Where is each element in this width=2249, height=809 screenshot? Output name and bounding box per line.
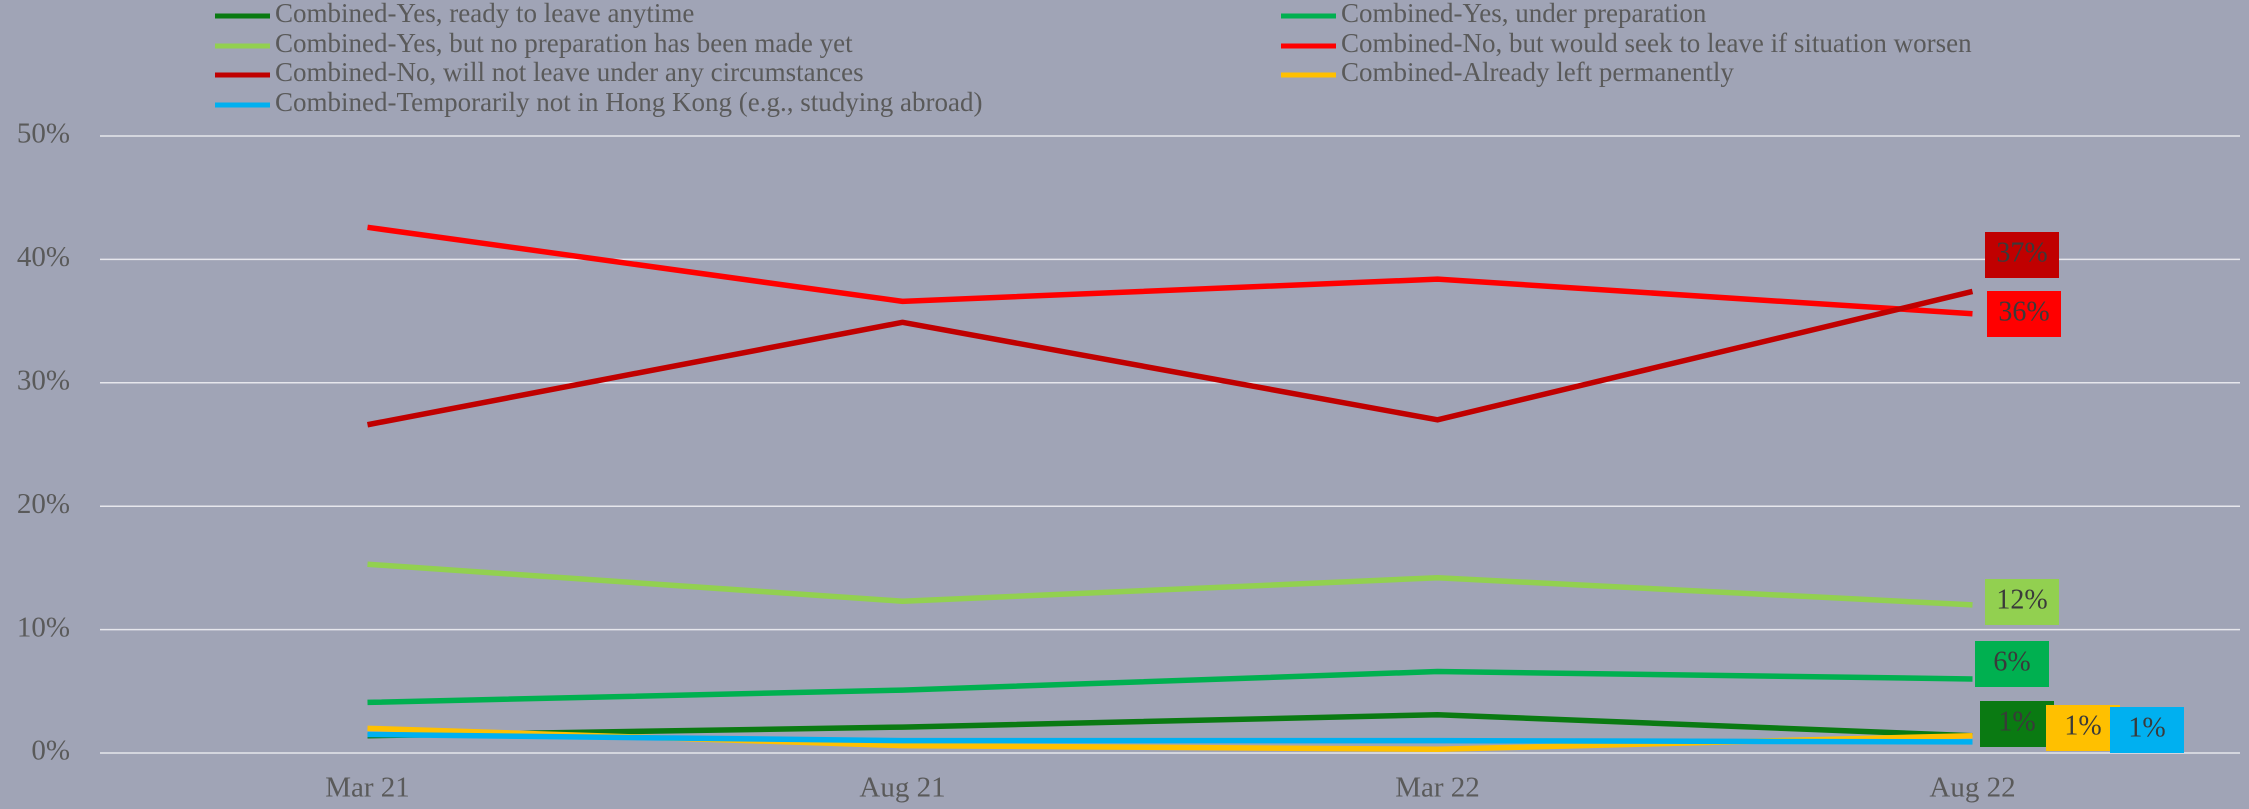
legend-label: Combined-Temporarily not in Hong Kong (e… (275, 87, 982, 117)
y-tick-label: 30% (17, 364, 70, 396)
data-label: 12% (1985, 579, 2059, 625)
y-tick-label: 0% (31, 735, 70, 767)
data-label-text: 12% (1996, 584, 2047, 615)
data-label-text: 1% (2128, 712, 2165, 743)
data-label-text: 1% (1998, 706, 2035, 737)
y-tick-label: 10% (17, 611, 70, 643)
y-tick-label: 50% (17, 118, 70, 150)
data-label: 37% (1985, 232, 2059, 278)
data-label-box (1975, 641, 2049, 687)
data-label-text: 6% (1993, 646, 2030, 677)
legend-label: Combined-No, will not leave under any ci… (275, 57, 864, 87)
x-tick-label: Aug 22 (1929, 772, 2015, 804)
data-label-text: 36% (1998, 296, 2049, 327)
series-line (367, 731, 1973, 745)
x-tick-label: Mar 21 (325, 772, 410, 804)
legend-label: Combined-Yes, under preparation (1341, 0, 1707, 28)
series-line (367, 711, 1973, 739)
y-tick-label: 40% (17, 241, 70, 273)
data-label-box (2046, 705, 2120, 751)
data-label: 1% (2046, 705, 2120, 751)
data-label-box (1987, 291, 2061, 337)
data-label: 1% (1980, 701, 2054, 747)
y-tick-label: 20% (17, 488, 70, 520)
data-label-text: 37% (1996, 237, 2047, 268)
data-label: 1% (2110, 707, 2184, 753)
x-tick-label: Mar 22 (1395, 772, 1480, 804)
legend-label: Combined-Yes, ready to leave anytime (275, 0, 694, 28)
data-label-text: 1% (2064, 710, 2101, 741)
data-label-box (1980, 701, 2054, 747)
legend-label: Combined-Already left permanently (1341, 57, 1734, 87)
data-label: 36% (1987, 291, 2061, 337)
data-label: 6% (1975, 641, 2049, 687)
series-line (366, 288, 1974, 428)
legend-label: Combined-No, but would seek to leave if … (1341, 28, 1972, 58)
x-tick-label: Aug 21 (859, 772, 945, 804)
data-label-box (1985, 232, 2059, 278)
series-line (367, 224, 1973, 317)
data-label-box (2110, 707, 2184, 753)
series-line (367, 561, 1973, 608)
legend-label: Combined-Yes, but no preparation has bee… (275, 28, 853, 58)
series-line (367, 668, 1973, 706)
data-label-box (1985, 579, 2059, 625)
